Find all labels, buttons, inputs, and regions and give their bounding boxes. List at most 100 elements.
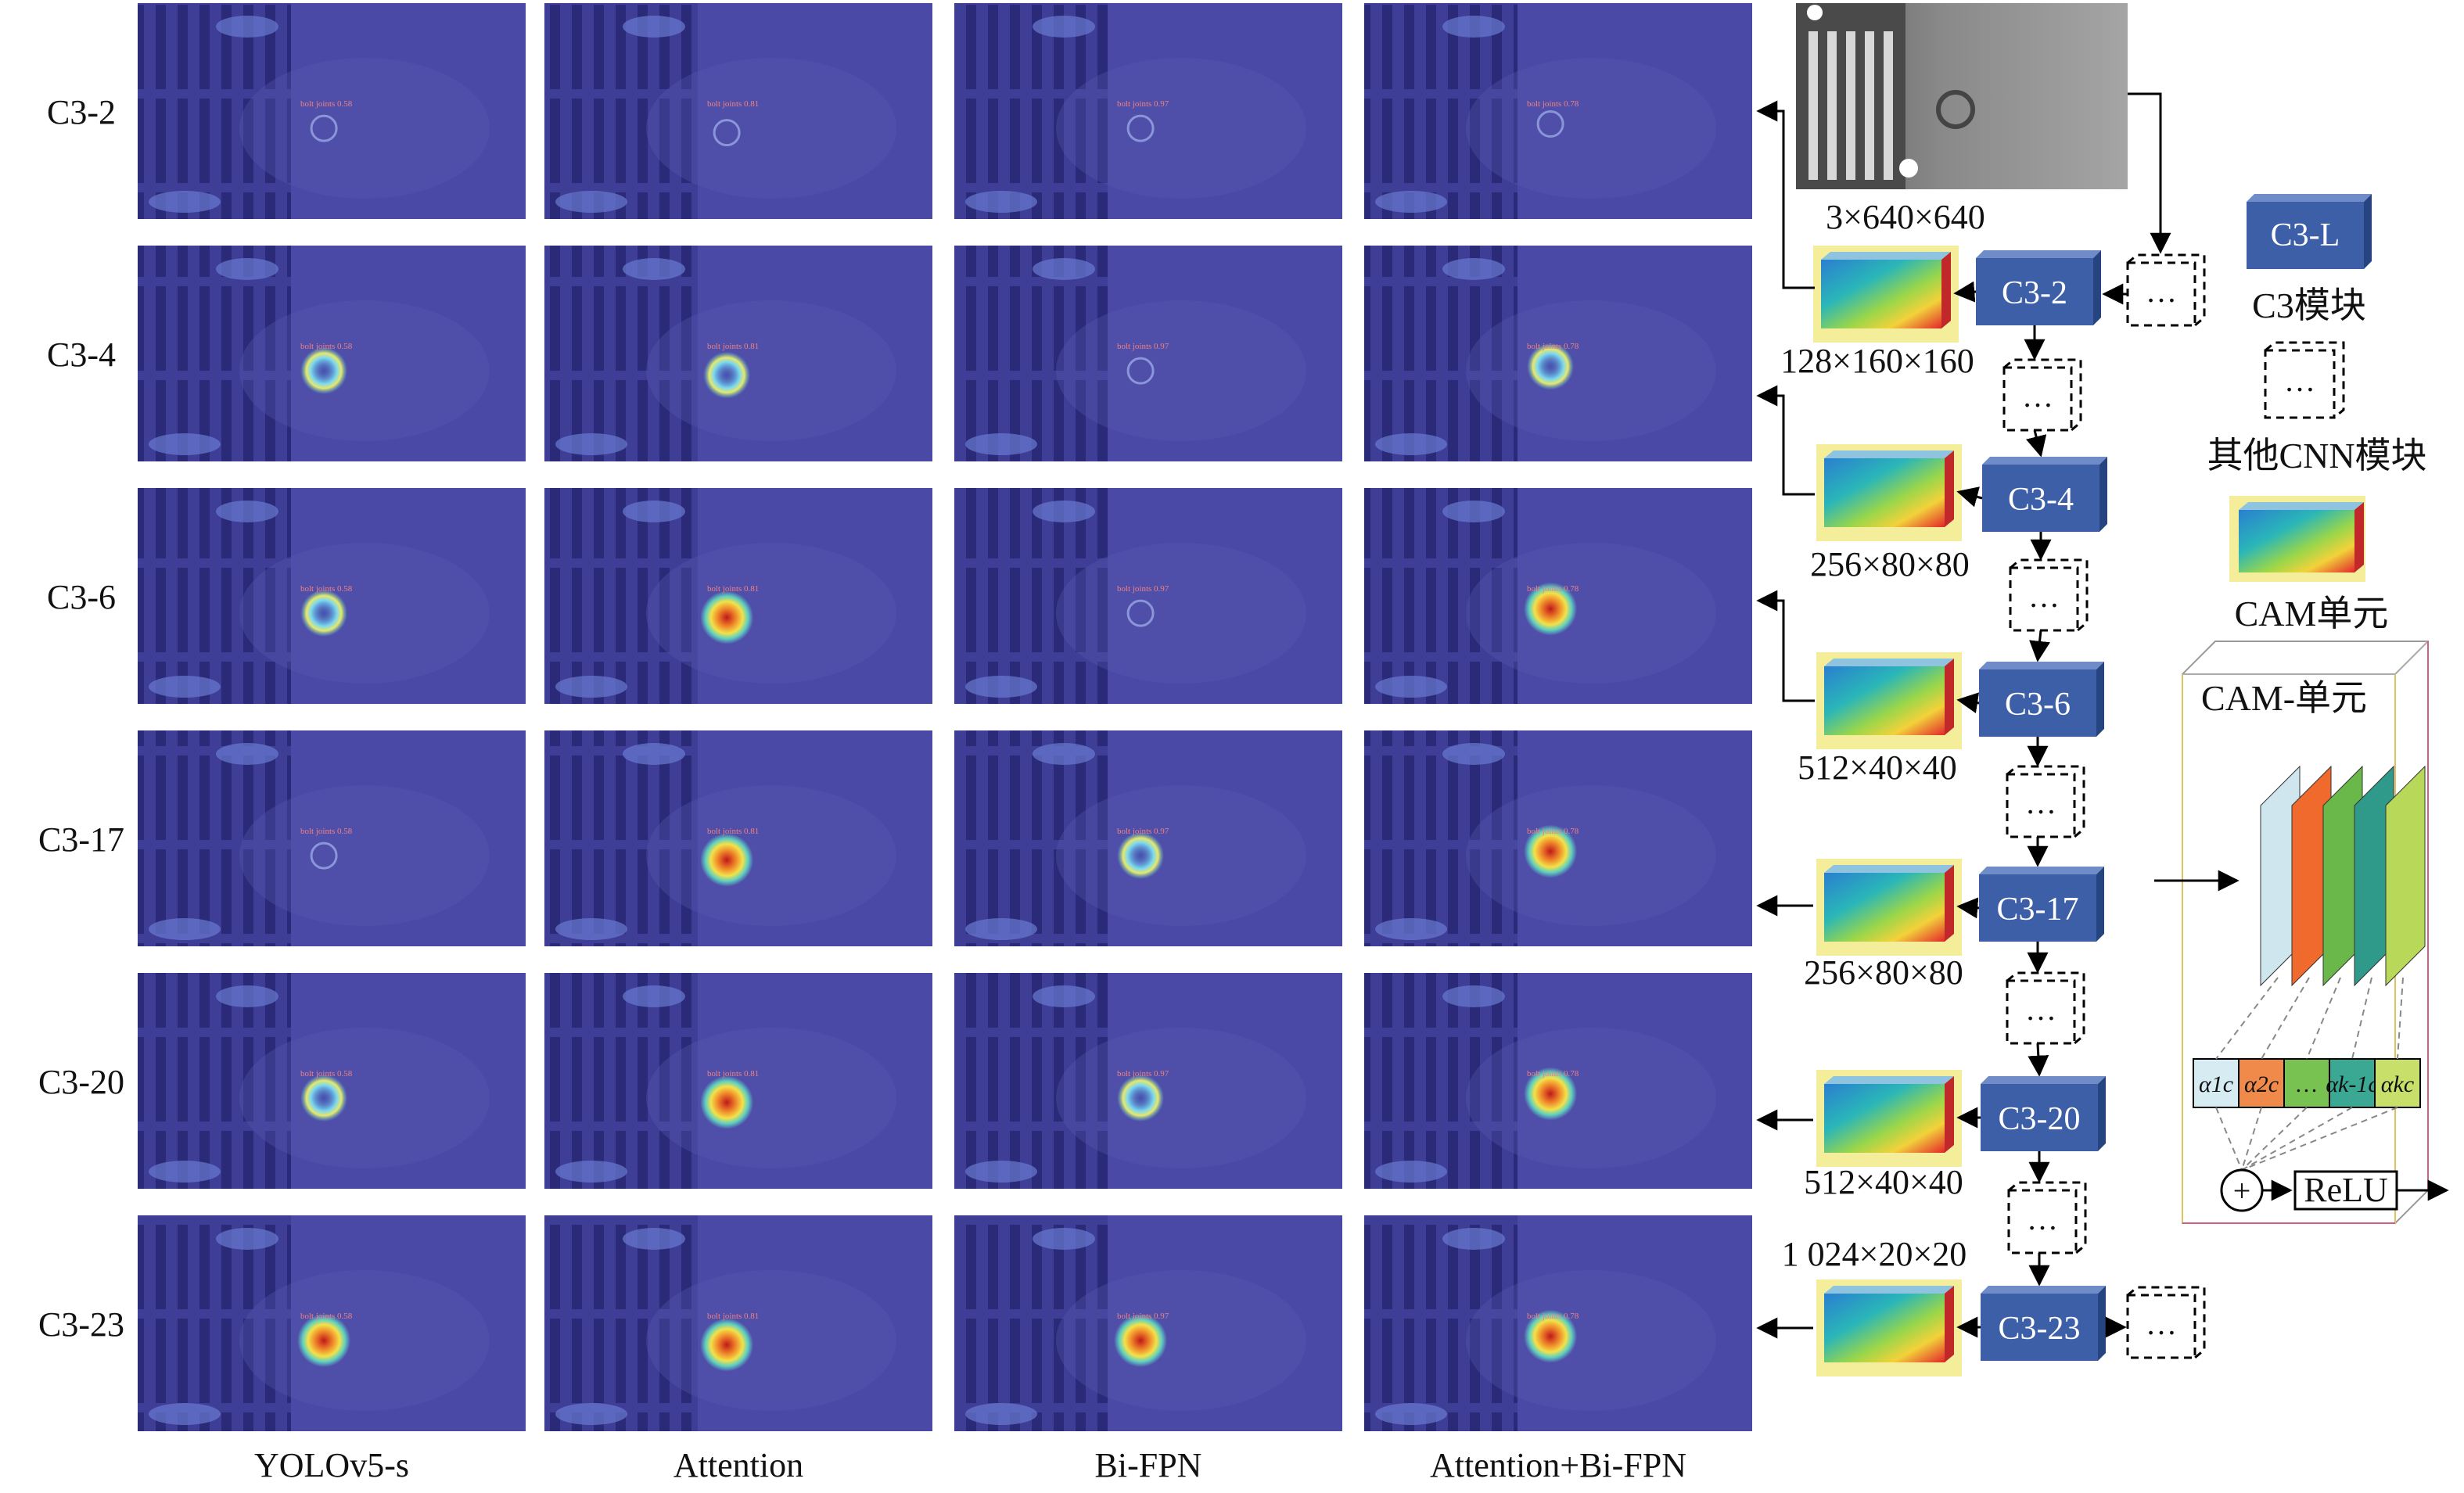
heatmap-grid: bolt joints 0.58 bolt joints 0.81 bolt joi… — [138, 3, 1752, 1431]
cam-weight-label: α2c — [2244, 1071, 2279, 1097]
row-label: C3-20 — [38, 1063, 124, 1101]
heatmap-cell: bolt joints 0.78 — [1364, 1215, 1752, 1431]
heatmap-cell: bolt joints 0.81 — [544, 488, 932, 704]
detection-label: bolt joints 0.58 — [300, 827, 353, 836]
row-label: C3-6 — [47, 578, 116, 616]
row-label: C3-4 — [47, 336, 116, 374]
c3-module-box: C3-4 — [1982, 457, 2107, 532]
module-label: C3-4 — [2008, 482, 2074, 518]
detection-label: bolt joints 0.58 — [300, 99, 353, 109]
detection-label: bolt joints 0.81 — [707, 99, 759, 109]
heatmap-cell: bolt joints 0.97 — [954, 246, 1342, 461]
other-cnn-module: … — [2126, 1286, 2206, 1359]
module-label: C3-23 — [1999, 1311, 2081, 1347]
other-symbol: … — [2027, 1201, 2058, 1236]
detection-label: bolt joints 0.78 — [1527, 827, 1579, 836]
heatmap-cell: bolt joints 0.58 — [138, 3, 526, 219]
detection-label: bolt joints 0.78 — [1527, 342, 1579, 351]
row-labels: C3-2 C3-4 C3-6 C3-17 C3-20 C3-23 — [38, 93, 124, 1344]
network-pipeline: C3-2 128×160×160 … C3-4 256×80×80 … C3-6 512×40… — [1756, 92, 2206, 1376]
feature-map — [1816, 444, 1962, 541]
relu-label: ReLU — [2304, 1171, 2388, 1209]
legend-cam-box — [2229, 496, 2365, 582]
other-symbol: … — [2025, 785, 2056, 820]
detection-label: bolt joints 0.97 — [1117, 1312, 1169, 1321]
row-label: C3-23 — [38, 1305, 124, 1344]
other-symbol: … — [2022, 379, 2053, 414]
column-label: Attention+Bi-FPN — [1430, 1446, 1686, 1484]
legend-cam-text: CAM单元 — [2235, 594, 2389, 633]
module-label: C3-6 — [2005, 687, 2071, 723]
heatmap-cell: bolt joints 0.78 — [1364, 3, 1752, 219]
other-cnn-module: … — [2002, 358, 2082, 432]
cam-weight-label: αk-1c — [2326, 1071, 2378, 1097]
module-label: C3-20 — [1999, 1101, 2081, 1137]
other-cnn-module: … — [2126, 253, 2206, 327]
feature-dims: 128×160×160 — [1780, 342, 1974, 380]
cam-sum-node: + — [2220, 1168, 2264, 1212]
feature-map — [1816, 652, 1962, 749]
detection-label: bolt joints 0.97 — [1117, 584, 1169, 594]
other-symbol: … — [2028, 579, 2060, 614]
cam-sheet — [2385, 765, 2426, 987]
cam-unit-detail: CAM-单元 α1c α2c … αk-1c αkc + ReLU — [2154, 641, 2449, 1224]
feature-dims: 1 024×20×20 — [1782, 1235, 1967, 1273]
relu-box: ReLU — [2293, 1170, 2398, 1211]
other-symbol: … — [2146, 1306, 2177, 1341]
heatmap-cell: bolt joints 0.81 — [544, 730, 932, 946]
cam-feature-sheets — [2260, 765, 2426, 987]
detection-label: bolt joints 0.81 — [707, 1069, 759, 1078]
c3-module-box: C3-23 — [1981, 1286, 2106, 1361]
heatmap-cell: bolt joints 0.78 — [1364, 973, 1752, 1189]
cam-weight-cell: α1c — [2193, 1058, 2240, 1108]
heatmap-cell: bolt joints 0.97 — [954, 1215, 1342, 1431]
heatmap-cell: bolt joints 0.58 — [138, 730, 526, 946]
heatmap-cell: bolt joints 0.58 — [138, 246, 526, 461]
feature-map — [1813, 246, 1959, 343]
detection-label: bolt joints 0.97 — [1117, 827, 1169, 836]
legend-other-text: 其他CNN模块 — [2207, 436, 2426, 476]
detection-label: bolt joints 0.58 — [300, 1312, 353, 1321]
feature-map — [1816, 859, 1962, 956]
other-cnn-module: … — [2006, 971, 2085, 1045]
cam-weight-label: … — [2297, 1071, 2318, 1097]
c3-module-box: C3-20 — [1981, 1076, 2106, 1151]
feature-dims: 512×40×40 — [1798, 748, 1957, 787]
detection-label: bolt joints 0.78 — [1527, 1069, 1579, 1078]
heatmap-cell: bolt joints 0.97 — [954, 488, 1342, 704]
other-cnn-module: … — [2009, 558, 2089, 632]
heatmap-cell: bolt joints 0.78 — [1364, 246, 1752, 461]
cam-weight-vector: α1c α2c … αk-1c αkc — [2193, 977, 2421, 1171]
detection-label: bolt joints 0.78 — [1527, 584, 1579, 594]
detection-label: bolt joints 0.81 — [707, 584, 759, 594]
column-label: YOLOv5-s — [254, 1446, 409, 1484]
detection-label: bolt joints 0.58 — [300, 584, 353, 594]
cam-weight-label: αkc — [2381, 1071, 2414, 1097]
module-label: C3-2 — [2002, 275, 2067, 311]
legend-other-box: … — [2264, 341, 2345, 419]
cam-weight-cell: α2c — [2238, 1058, 2285, 1108]
legend-c3-text: C3模块 — [2252, 285, 2366, 325]
feature-map — [1816, 1070, 1962, 1167]
legend-other-symbol: … — [2284, 363, 2315, 398]
column-labels: YOLOv5-s Attention Bi-FPN Attention+Bi-FPN — [254, 1446, 1686, 1484]
row-label: C3-2 — [47, 93, 116, 131]
heatmap-cell: bolt joints 0.97 — [954, 730, 1342, 946]
heatmap-cell: bolt joints 0.78 — [1364, 488, 1752, 704]
detection-label: bolt joints 0.58 — [300, 1069, 353, 1078]
cam-plus: + — [2233, 1173, 2251, 1208]
other-cnn-module: … — [2006, 765, 2085, 838]
detection-label: bolt joints 0.97 — [1117, 342, 1169, 351]
detection-label: bolt joints 0.81 — [707, 342, 759, 351]
input-image: 3×640×640 — [1796, 3, 2128, 236]
heatmap-cell: bolt joints 0.81 — [544, 973, 932, 1189]
heatmap-cell: bolt joints 0.81 — [544, 246, 932, 461]
heatmap-cell: bolt joints 0.81 — [544, 1215, 932, 1431]
legend-c3-label: C3-L — [2271, 217, 2340, 253]
heatmap-cell: bolt joints 0.58 — [138, 973, 526, 1189]
module-label: C3-17 — [1997, 892, 2079, 928]
detection-label: bolt joints 0.81 — [707, 1312, 759, 1321]
feature-dims: 256×80×80 — [1810, 545, 1970, 583]
c3-module-box: C3-17 — [1979, 867, 2104, 942]
heatmap-cell: bolt joints 0.78 — [1364, 730, 1752, 946]
